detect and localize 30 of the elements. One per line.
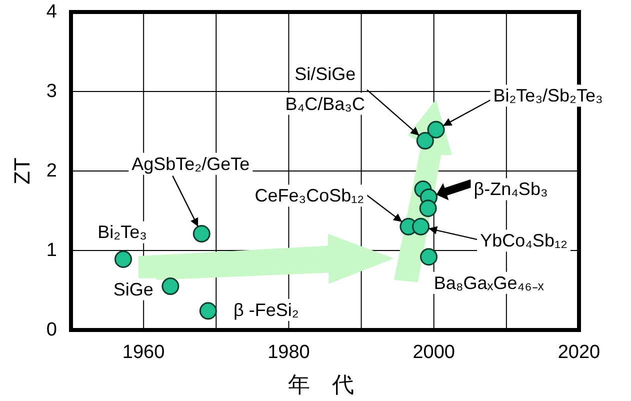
point (114, 250, 132, 268)
x-tick-label: 1960 (122, 342, 165, 363)
x-tick-label: 2000 (412, 342, 455, 363)
point (419, 200, 437, 218)
point (416, 132, 434, 150)
point (192, 225, 210, 243)
x-tick-label: 1980 (268, 342, 310, 363)
point (420, 248, 438, 266)
annotation: β -FeSi₂ (233, 300, 299, 320)
annotation: β-Zn₄Sb₃ (474, 179, 548, 200)
annotation: Bi₂Te₃ (98, 222, 147, 242)
y-tick-label: 3 (46, 81, 57, 102)
annotation: SiGe (113, 279, 154, 300)
point (427, 120, 445, 138)
y-axis-title: ZT (10, 158, 34, 184)
annotation: Ba₈GaₓGe₄₆₋ₓ (434, 272, 544, 293)
annotation: AgSbTe₂/GeTe (132, 154, 250, 174)
point (412, 218, 430, 236)
y-tick-label: 1 (46, 240, 57, 261)
x-axis-title: 年 代 (288, 372, 354, 397)
point (162, 278, 180, 296)
x-tick-label: 2020 (558, 342, 600, 363)
point (199, 302, 217, 320)
annotation: YbCo₄Sb₁₂ (480, 230, 568, 251)
y-tick-label: 0 (46, 320, 57, 340)
annotation: Bi₂Te₃/Sb₂Te₃ (493, 86, 603, 106)
annotation: CeFe₃CoSb₁₂ (254, 186, 364, 206)
y-tick-label: 2 (46, 160, 57, 182)
annotation: Si/SiGe B₄C/Ba₃C (285, 64, 365, 114)
y-tick-label: 4 (46, 2, 58, 22)
